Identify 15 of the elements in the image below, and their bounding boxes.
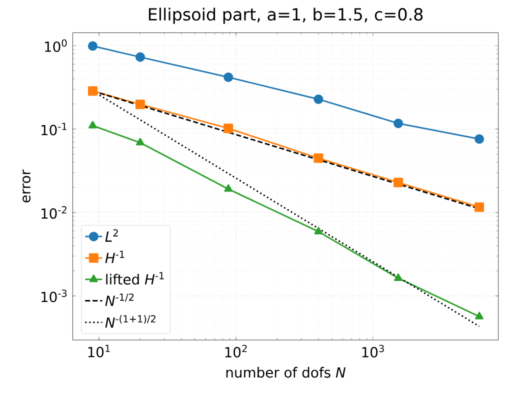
y-tick-label: 10$^{0}$	[45, 39, 67, 52]
y-tick-label: 10$^{-2}$	[42, 206, 66, 219]
x-tick-label: 10$^{3}$	[362, 344, 384, 358]
y-axis-title: error	[22, 170, 31, 202]
chart-title: Ellipsoid part, a=1, b=1.5, c=0.8	[148, 8, 423, 24]
x-tick-label: 10$^{1}$	[88, 344, 110, 358]
x-tick-label: 10$^{2}$	[225, 344, 247, 358]
y-tick-label: 10$^{-3}$	[42, 290, 67, 302]
y-tick-label: 10$^{-1}$	[42, 122, 66, 136]
legend-label: N$^{-(1+1)/2}$	[105, 314, 156, 328]
legend-label: N$^{-1/2}$	[105, 294, 134, 306]
x-axis-title: number of dofs N	[226, 366, 346, 378]
legend-label: H$^{-1}$	[105, 250, 124, 264]
legend-label: lifted H$^{-1}$	[106, 272, 164, 285]
legend-label: L$^{2}$	[105, 229, 118, 242]
